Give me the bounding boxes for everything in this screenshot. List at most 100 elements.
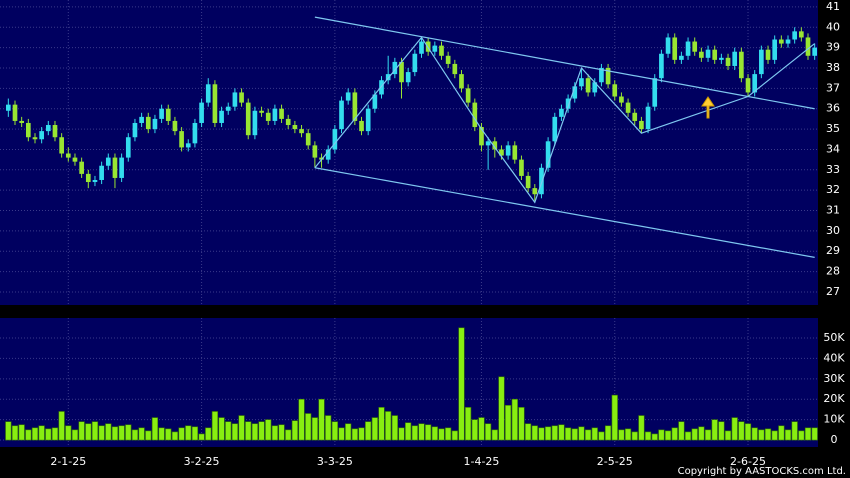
candle-body: [19, 120, 24, 123]
volume-bar: [185, 425, 192, 441]
volume-bar: [724, 430, 732, 441]
volume-bar: [385, 411, 392, 441]
y-tick-label: 29: [826, 244, 840, 257]
candle-body: [219, 110, 224, 123]
volume-tick-label: 20K: [823, 392, 845, 405]
volume-bar: [744, 423, 752, 441]
volume-bar: [604, 425, 612, 441]
x-tick-label: 2-1-25: [50, 455, 86, 468]
candle-body: [319, 157, 324, 160]
volume-bar: [238, 415, 245, 441]
volume-bar: [165, 428, 172, 441]
candle-body: [259, 110, 264, 113]
candle-body: [392, 61, 398, 75]
candle-body: [625, 102, 631, 113]
candle-body: [465, 88, 471, 103]
volume-bar: [578, 426, 585, 441]
trend-line: [314, 36, 816, 204]
volume-bar: [331, 421, 338, 441]
y-tick-label: 27: [826, 285, 840, 298]
volume-bar: [225, 421, 232, 441]
volume-bar: [291, 420, 298, 441]
candle-body: [59, 137, 64, 154]
candle-body: [492, 141, 498, 150]
candle-body: [172, 120, 178, 132]
volume-bar: [458, 327, 465, 441]
volume-bar: [145, 430, 152, 441]
volume-bar: [178, 427, 185, 441]
volume-bar: [305, 413, 312, 441]
volume-bar: [558, 424, 565, 441]
candle-body: [452, 63, 458, 75]
volume-bar: [738, 421, 745, 441]
volume-bar: [425, 424, 432, 441]
volume-bar: [798, 430, 805, 441]
volume-bar: [405, 422, 412, 441]
candle-body: [679, 55, 684, 60]
x-tick-label: 3-2-25: [184, 455, 220, 468]
candle-body: [359, 120, 364, 132]
volume-bar: [338, 427, 345, 441]
volume-bar: [245, 421, 252, 441]
candle-body: [179, 131, 184, 148]
volume-bar: [565, 427, 572, 441]
candle-body: [759, 49, 764, 75]
candle-body: [659, 53, 664, 79]
volume-bar: [125, 424, 132, 441]
candle-body: [585, 78, 591, 93]
candle-body: [345, 92, 351, 101]
candle-body: [499, 149, 504, 156]
volume-bar: [531, 425, 538, 441]
volume-bar: [278, 424, 285, 441]
volume-bar: [131, 429, 139, 441]
volume-bar: [718, 421, 725, 441]
x-tick-label: 2-5-25: [597, 455, 633, 468]
candle-body: [752, 74, 758, 93]
volume-bar: [791, 421, 798, 441]
candle-body: [652, 78, 658, 107]
volume-bar: [445, 427, 452, 441]
volume-bar: [691, 428, 698, 441]
candle-body: [559, 108, 564, 117]
y-tick-label: 41: [826, 0, 840, 13]
volume-bar: [18, 424, 25, 441]
candle-body: [619, 96, 624, 103]
candle-body: [512, 145, 518, 160]
candle-body: [519, 159, 524, 176]
candle-body: [372, 94, 378, 109]
volume-bar: [538, 427, 545, 441]
candle-body: [805, 37, 811, 56]
volume-tick-label: 40K: [823, 351, 845, 364]
volume-bar: [811, 427, 818, 441]
candle-body: [92, 179, 98, 183]
candle-body: [525, 175, 531, 189]
volume-bar: [491, 429, 498, 441]
volume-bar: [618, 429, 625, 441]
candle-body: [405, 72, 411, 83]
volume-bar: [31, 427, 39, 441]
candle-body: [699, 51, 704, 58]
volume-bar: [231, 423, 239, 441]
candle-body: [599, 68, 604, 83]
candle-body: [612, 84, 618, 97]
volume-bar: [651, 433, 658, 441]
candle-body: [545, 141, 551, 168]
volume-bar: [78, 421, 85, 441]
volume-bar: [391, 415, 398, 441]
candle-body: [72, 157, 78, 162]
volume-bar: [205, 427, 212, 441]
volume-bar: [71, 429, 79, 441]
volume-bar: [118, 425, 125, 441]
volume-bar: [258, 421, 265, 441]
trend-line: [314, 16, 815, 110]
candle-body: [39, 131, 44, 140]
candle-body: [105, 157, 111, 166]
candle-body: [352, 92, 358, 121]
candle-body: [792, 31, 798, 40]
candle-body: [552, 116, 558, 142]
volume-bar: [211, 411, 219, 441]
candle-body: [199, 102, 204, 123]
volume-bar: [758, 429, 765, 441]
volume-tick-label: 10K: [823, 413, 845, 426]
candle-body: [139, 116, 144, 123]
